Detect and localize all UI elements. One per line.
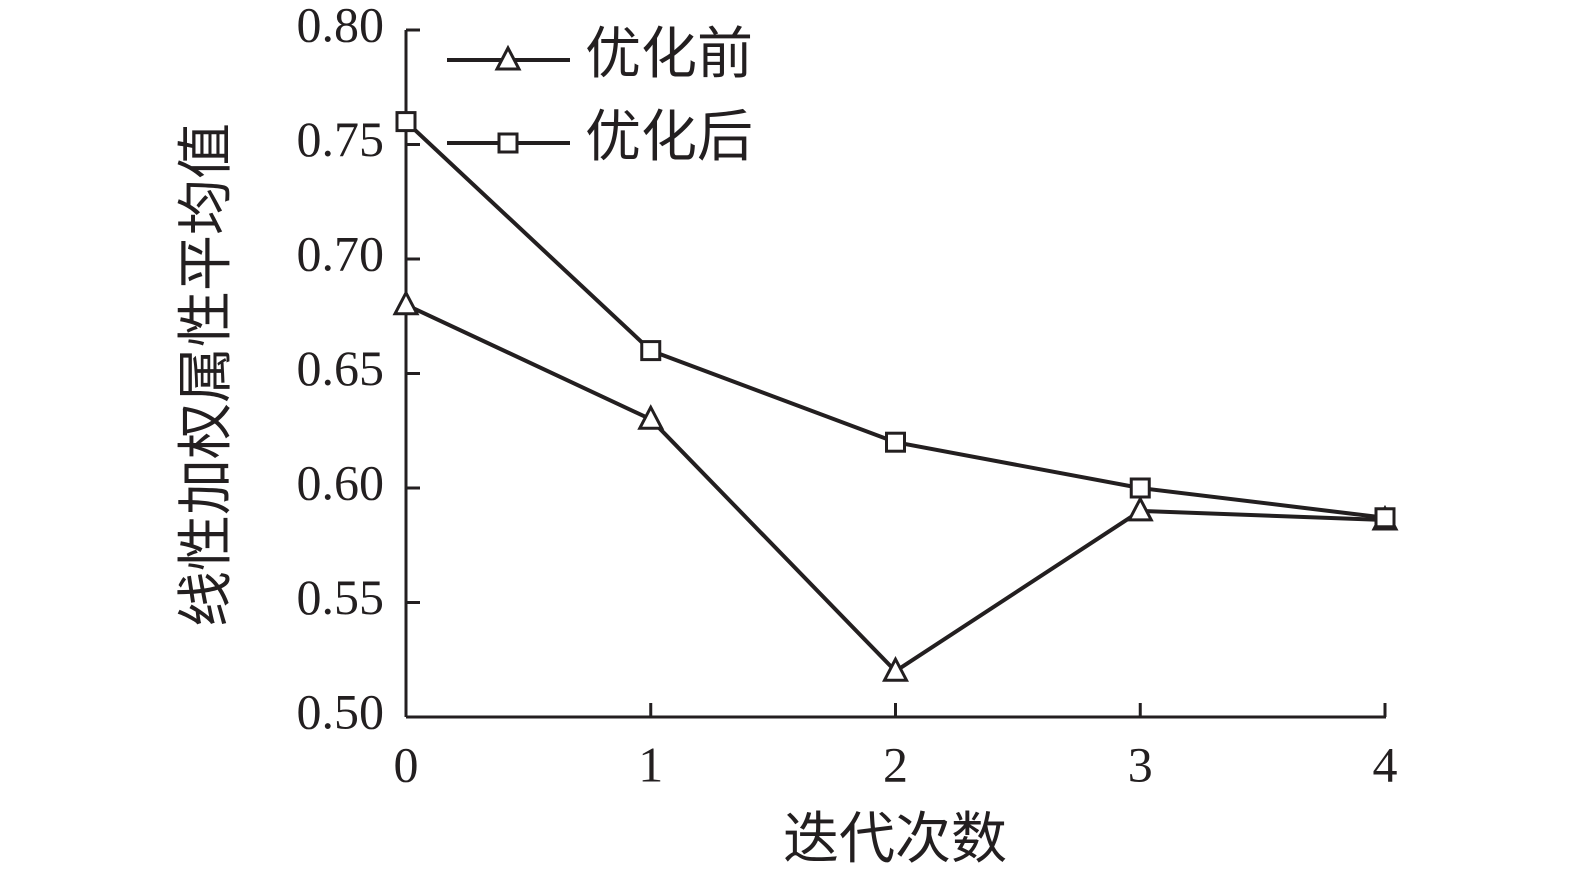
- marker-triangle: [637, 404, 665, 430]
- y-tick-label: 0.60: [297, 454, 385, 510]
- x-tick-label: 0: [394, 736, 419, 792]
- y-tick-label: 0.80: [297, 0, 385, 52]
- marker-triangle: [1126, 495, 1154, 522]
- y-tick-label: 0.75: [297, 111, 385, 167]
- y-tick-label: 0.50: [297, 683, 385, 739]
- legend-label: 优化前: [585, 24, 753, 86]
- x-tick-label: 1: [638, 736, 663, 792]
- marker-triangle: [882, 655, 909, 682]
- marker-square: [1129, 477, 1151, 499]
- marker-triangle: [392, 289, 420, 316]
- y-axis-label: 线性加权属性平均值: [176, 123, 238, 627]
- x-tick-label: 4: [1373, 736, 1398, 792]
- y-tick-label: 0.65: [297, 340, 385, 396]
- marker-square: [395, 111, 417, 133]
- x-axis-label: 迭代次数: [783, 809, 1007, 871]
- marker-square: [885, 431, 906, 453]
- marker-square: [640, 340, 662, 362]
- x-tick-label: 2: [883, 736, 908, 792]
- x-tick-label: 3: [1128, 736, 1153, 792]
- series-line: [404, 120, 1386, 520]
- series-line: [405, 302, 1386, 674]
- y-tick-label: 0.55: [297, 569, 385, 625]
- legend-label: 优化后: [585, 107, 753, 169]
- y-tick-label: 0.70: [297, 225, 385, 281]
- legend-marker: [497, 132, 519, 154]
- marker-square: [1374, 507, 1396, 529]
- legend-marker: [494, 44, 522, 71]
